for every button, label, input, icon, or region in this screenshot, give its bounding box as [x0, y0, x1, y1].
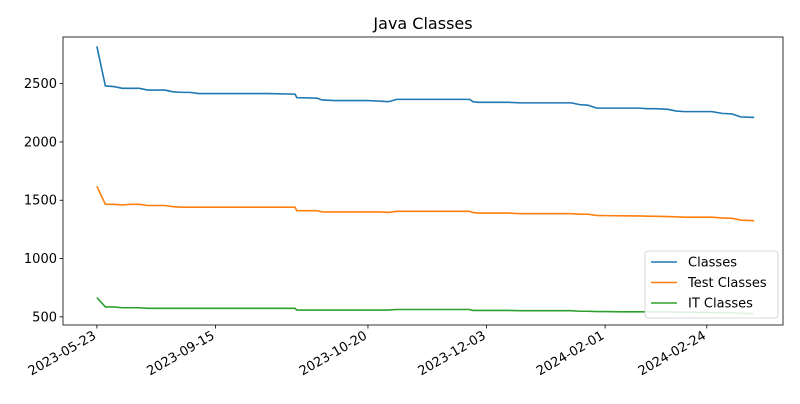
legend-label: Classes	[688, 256, 737, 271]
y-tick-label: 1000	[24, 252, 57, 267]
series-line-test-classes	[96, 185, 755, 222]
legend-box	[644, 250, 779, 319]
x-tick-label: 2023-05-23	[26, 328, 99, 379]
legend: Classes Test Classes IT Classes	[644, 250, 779, 319]
y-tick-label: 1500	[24, 194, 57, 209]
chart-title: Java Classes	[372, 14, 472, 33]
x-tick-label: 2024-02-01	[534, 328, 607, 379]
plot-frame	[62, 36, 784, 326]
series-line-classes	[96, 46, 755, 119]
legend-label: Test Classes	[687, 276, 767, 291]
x-tick-label: 2023-12-03	[416, 328, 489, 379]
x-tick-label: 2023-10-20	[297, 328, 370, 379]
x-tick-label: 2023-09-15	[145, 328, 218, 379]
legend-label: IT Classes	[688, 297, 753, 312]
x-tick-label: 2024-02-24	[636, 328, 709, 379]
y-tick-label: 2500	[24, 77, 57, 92]
y-tick-label: 2000	[24, 135, 57, 150]
y-tick-label: 500	[32, 310, 57, 325]
